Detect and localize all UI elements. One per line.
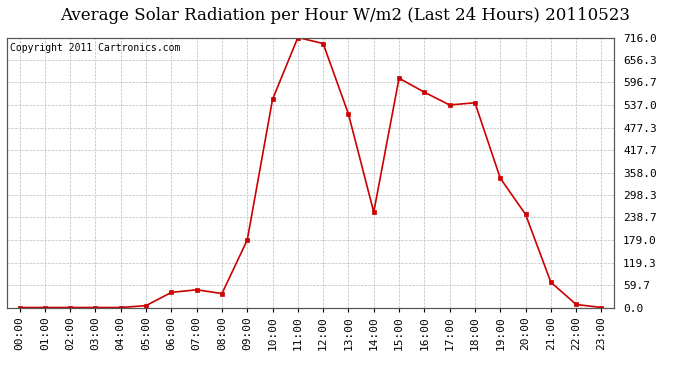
Text: Copyright 2011 Cartronics.com: Copyright 2011 Cartronics.com bbox=[10, 43, 180, 53]
Text: Average Solar Radiation per Hour W/m2 (Last 24 Hours) 20110523: Average Solar Radiation per Hour W/m2 (L… bbox=[60, 8, 630, 24]
